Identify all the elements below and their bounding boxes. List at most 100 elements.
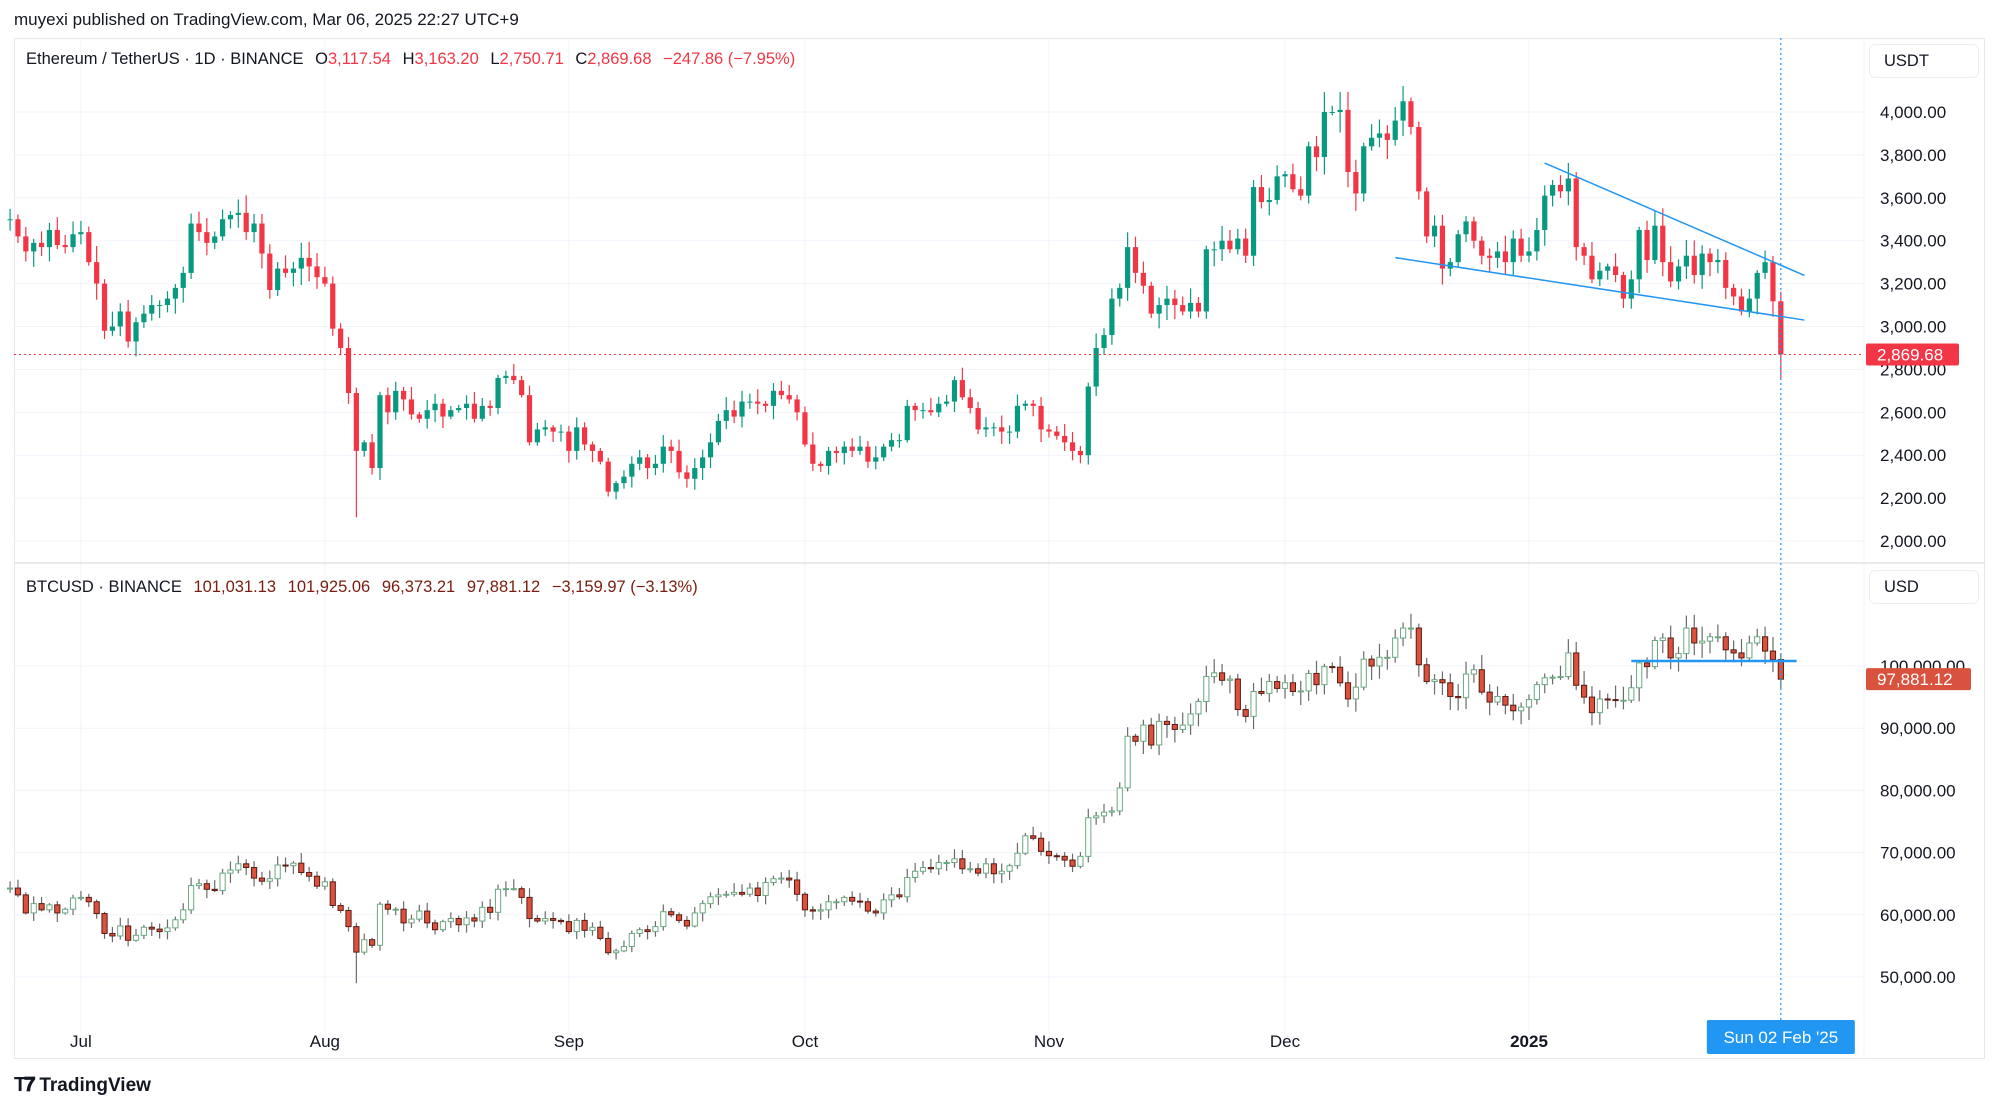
candle-body — [959, 380, 965, 398]
crosshair-date-label: Sun 02 Feb '25 — [1723, 1028, 1838, 1047]
candle-body — [1573, 652, 1580, 686]
candle-body — [46, 229, 53, 248]
candle — [526, 385, 533, 446]
candle — [479, 398, 485, 422]
candle — [967, 861, 974, 873]
candle-body — [345, 909, 352, 928]
candle — [912, 862, 919, 883]
candle — [70, 221, 76, 253]
candle — [195, 878, 203, 890]
candle — [1109, 288, 1115, 345]
candle — [983, 417, 989, 437]
candle-body — [1471, 221, 1477, 241]
candle-body — [156, 928, 163, 933]
time-axis-label: Jul — [70, 1032, 92, 1051]
btc-symbol[interactable]: BTCUSD · BINANCE — [26, 578, 182, 596]
candle — [1282, 171, 1288, 188]
candle-body — [1006, 865, 1013, 872]
candle-body — [54, 229, 60, 245]
price-axis-label: 50,000.00 — [1880, 968, 1956, 987]
candle — [211, 880, 218, 893]
btc-currency-button[interactable]: USD — [1869, 570, 1979, 604]
candle-body — [825, 450, 832, 466]
candle-body — [69, 897, 77, 910]
candle-body — [754, 887, 761, 897]
candle — [675, 912, 683, 924]
candle — [1415, 623, 1422, 677]
candle-body — [747, 401, 753, 403]
candle-body — [1399, 627, 1407, 639]
axes: Jul Aug Sep Oct Nov Dec 2025 4,000.00 3,800.00 3,… — [70, 103, 1971, 1054]
candle — [1250, 682, 1257, 730]
candle-body — [873, 457, 879, 462]
candle-body — [675, 914, 683, 921]
candle — [1132, 236, 1139, 284]
candle-body — [1062, 435, 1068, 443]
candle — [927, 858, 934, 873]
candle-body — [1770, 262, 1776, 302]
candle — [132, 928, 140, 942]
candle — [518, 886, 525, 904]
candle — [1431, 215, 1438, 248]
candle-body — [54, 904, 61, 914]
tradingview-logo[interactable]: T𝟕 TradingView — [14, 1074, 151, 1097]
candle — [1565, 639, 1572, 680]
candle-body — [943, 862, 950, 865]
eth-currency-button[interactable]: USDT — [1869, 44, 1979, 78]
candle — [1447, 258, 1453, 277]
candle-body — [463, 917, 470, 926]
candle-body — [849, 446, 855, 451]
candle — [487, 898, 494, 920]
candle-body — [1203, 249, 1209, 312]
candle — [149, 295, 155, 321]
candle — [1447, 673, 1454, 710]
price-axis-label: 2,200.00 — [1880, 489, 1946, 508]
candle-body — [1486, 691, 1493, 703]
candle-body — [1384, 656, 1391, 659]
candle-body — [1022, 835, 1029, 854]
candle — [1164, 285, 1170, 321]
candle-body — [574, 427, 580, 451]
candle-body — [1242, 709, 1249, 717]
candle-body — [471, 403, 478, 419]
candle — [715, 888, 722, 906]
candle — [38, 231, 45, 256]
candle-body — [353, 926, 360, 953]
candle-body — [1156, 305, 1162, 314]
high-label: H — [402, 50, 415, 68]
candle — [1030, 826, 1037, 841]
eth-legend: Ethereum / TetherUS · 1D · BINANCE O3,11… — [26, 50, 802, 69]
candle-body — [1439, 679, 1446, 684]
candle-body — [195, 883, 203, 887]
price-axis-label: 80,000.00 — [1880, 781, 1956, 800]
candle-body — [534, 429, 540, 443]
candle — [62, 907, 69, 915]
candle-body — [881, 446, 887, 458]
eth-high: 3,163.20 — [414, 50, 479, 68]
candle-body — [338, 328, 344, 348]
candle-body — [125, 925, 132, 941]
candle-body — [778, 390, 784, 396]
candle-body — [927, 867, 934, 870]
candle — [1714, 624, 1721, 643]
candle — [746, 883, 753, 897]
candle — [502, 881, 509, 897]
candle-body — [1668, 262, 1674, 282]
candle-body — [1455, 234, 1461, 263]
candle — [1148, 717, 1155, 750]
candle — [125, 300, 131, 348]
candle — [164, 919, 171, 940]
candle — [1675, 259, 1682, 290]
candle — [825, 446, 832, 475]
publication-info: muyexi published on TradingView.com, Mar… — [14, 10, 519, 29]
candle-body — [990, 863, 997, 875]
candle — [1258, 677, 1265, 696]
time-axis-label: Dec — [1270, 1032, 1301, 1051]
candle — [479, 901, 486, 929]
candle — [117, 917, 124, 940]
candle-body — [1125, 247, 1131, 288]
candle — [1290, 163, 1296, 193]
candle — [1140, 261, 1146, 294]
eth-symbol[interactable]: Ethereum / TetherUS · 1D · BINANCE — [26, 50, 304, 68]
